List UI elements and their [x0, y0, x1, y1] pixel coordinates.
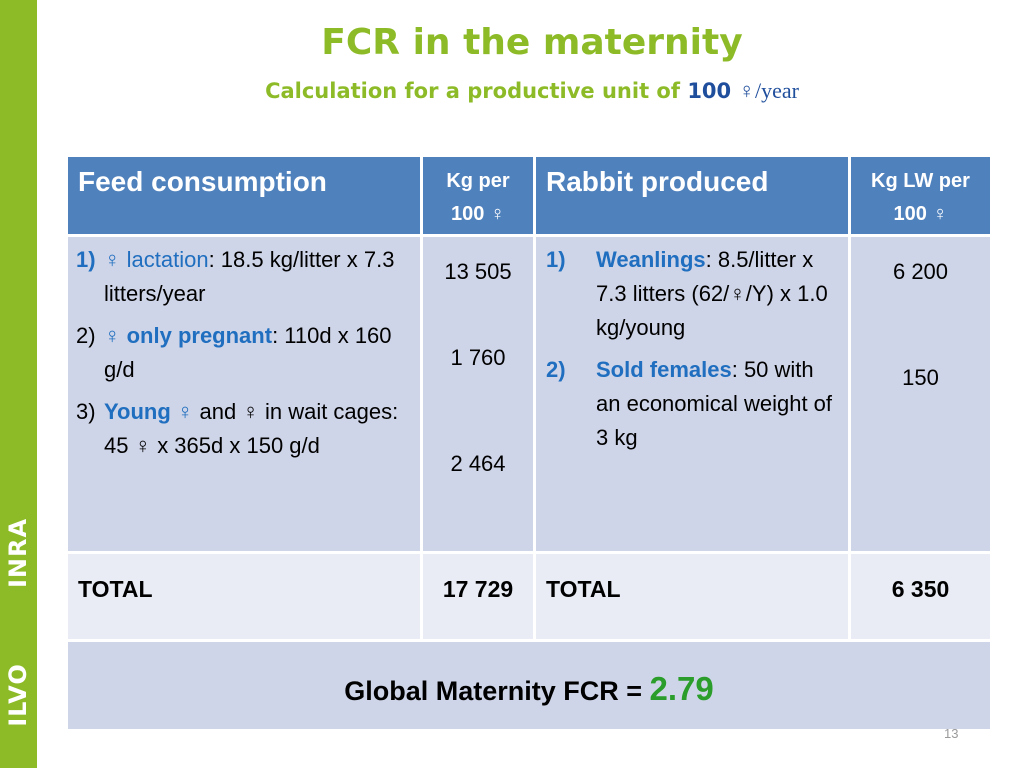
rabbit-item-highlight: Weanlings	[596, 247, 706, 272]
feed-item-highlight: ♀ lactation	[104, 247, 209, 272]
feed-value: 13 505	[444, 259, 512, 284]
page-number: 13	[944, 726, 959, 741]
slide-subtitle: Calculation for a productive unit of 100…	[40, 78, 1024, 104]
feed-item-number: 2)	[76, 323, 96, 348]
rabbit-item-text: : 8.5/litter x 7.3 litters (62/♀/Y) x 1.…	[596, 247, 828, 340]
total-label-rabbit: TOTAL	[536, 554, 848, 639]
rabbit-item-text: : 50 with an economical weight of 3 kg	[596, 357, 833, 450]
feed-value: 1 760	[450, 345, 506, 370]
feed-item: 1) ♀ lactation: 18.5 kg/litter x 7.3 litt…	[68, 243, 420, 311]
rabbit-item-highlight: Sold females	[596, 357, 732, 382]
feed-value: 2 464	[450, 451, 506, 476]
header-kg-lw-per: Kg LW per 100 ♀	[851, 157, 990, 234]
header-rabbit-produced: Rabbit produced	[536, 157, 848, 234]
rabbit-item-number: 2)	[546, 357, 566, 382]
feed-item: 2) ♀ only pregnant: 110d x 160 g/d	[68, 319, 420, 387]
total-feed-value: 17 729	[423, 554, 533, 639]
rabbit-values-cell: 6 200 150	[851, 237, 990, 551]
global-fcr: Global Maternity FCR = 2.79	[68, 642, 990, 708]
feed-item-text: and ♀ in wait cages: 45 ♀ x 365d x 150 g…	[104, 399, 399, 458]
total-label-feed: TOTAL	[68, 554, 420, 639]
feed-item-number: 3)	[76, 399, 96, 424]
global-fcr-cell: Global Maternity FCR = 2.79	[68, 642, 990, 729]
feed-item-text: : 110d x 160 g/d	[104, 323, 392, 382]
feed-values-cell: 13 505 1 760 2 464	[423, 237, 533, 551]
slide-title: FCR in the maternity	[321, 22, 743, 63]
header-kg-per-line2: 100 ♀	[451, 203, 505, 225]
feed-item-text: : 18.5 kg/litter x 7.3 litters/year	[104, 247, 395, 306]
header-kg-per: Kg per 100 ♀	[423, 157, 533, 234]
feed-items-cell: 1) ♀ lactation: 18.5 kg/litter x 7.3 litt…	[68, 237, 420, 551]
rabbit-item: 1) Weanlings: 8.5/litter x 7.3 litters (6…	[536, 243, 848, 345]
ilvo-label: ILVO	[4, 663, 32, 727]
header-kg-per-line1: Kg per	[446, 170, 510, 192]
rabbit-value: 6 200	[892, 259, 949, 284]
header-kg-lw-line1: Kg LW per	[871, 170, 970, 192]
feed-item-number: 1)	[76, 247, 96, 272]
subtitle-number: 100	[687, 79, 732, 103]
feed-item: 3) Young ♀ and ♀ in wait cages: 45 ♀ x 36…	[68, 395, 420, 463]
subtitle-prefix: Calculation for a productive unit of	[265, 79, 688, 103]
header-kg-lw-line2: 100 ♀	[893, 203, 948, 225]
rabbit-item: 2) Sold females: 50 with an economical we…	[536, 353, 848, 455]
global-fcr-value: 2.79	[649, 670, 714, 707]
rabbit-item-number: 1)	[546, 247, 566, 272]
rabbit-items-cell: 1) Weanlings: 8.5/litter x 7.3 litters (6…	[536, 237, 848, 551]
global-fcr-label: Global Maternity FCR =	[344, 676, 650, 706]
header-feed-consumption: Feed consumption	[68, 157, 420, 234]
sidebar-stripe	[0, 0, 37, 768]
total-rabbit-value: 6 350	[851, 554, 990, 639]
feed-item-highlight: Young ♀	[104, 399, 194, 424]
feed-item-highlight: ♀ only pregnant	[104, 323, 273, 348]
subtitle-unit: ♀/year	[738, 78, 799, 103]
inra-label: INRA	[4, 517, 32, 589]
rabbit-value: 150	[902, 365, 939, 390]
fcr-table: Feed consumption Kg per 100 ♀ Rabbit pro…	[68, 157, 990, 729]
